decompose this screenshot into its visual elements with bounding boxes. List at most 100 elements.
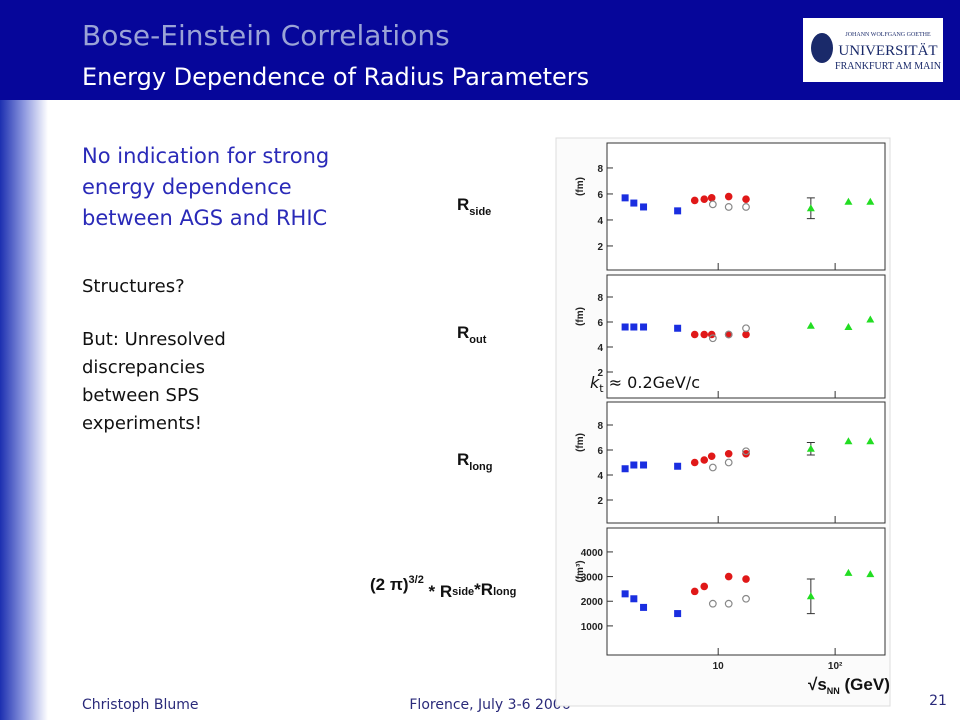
data-point xyxy=(844,323,853,330)
data-point xyxy=(707,452,716,461)
y-tick-label: 2 xyxy=(597,242,603,253)
y-tick-label: 2 xyxy=(597,496,603,507)
y-tick-label: 2 xyxy=(597,368,603,379)
data-point xyxy=(742,195,750,203)
data-point xyxy=(640,203,648,211)
annotation: kt ≈ 0.2GeV/c xyxy=(590,373,700,395)
x-tick-label: 10² xyxy=(828,661,843,672)
logo-portrait xyxy=(811,33,833,63)
data-point xyxy=(806,321,815,329)
logo-text: FRANKFURT AM MAIN xyxy=(835,61,941,72)
data-point xyxy=(700,456,709,464)
x-axis-label: √sNN (GeV) xyxy=(808,675,890,696)
data-point xyxy=(690,196,699,205)
data-point xyxy=(630,323,638,331)
panel-label-part: 3/2 xyxy=(409,574,424,586)
panel-label: (2 π)3/2 * Rside*Rlong xyxy=(370,574,516,601)
data-point xyxy=(700,330,709,339)
main-point: between AGS and RHIC xyxy=(82,206,327,230)
y-tick-label: 6 xyxy=(597,318,603,329)
data-point xyxy=(690,330,699,339)
data-point xyxy=(806,592,815,600)
data-point xyxy=(724,572,733,581)
data-point xyxy=(640,461,648,469)
data-point xyxy=(630,199,638,207)
data-point xyxy=(724,192,733,201)
y-unit: (fm) xyxy=(575,307,586,326)
data-point xyxy=(742,203,750,211)
y-unit: (fm) xyxy=(575,433,586,452)
y-tick-label: 8 xyxy=(597,293,603,304)
data-point xyxy=(621,590,629,598)
data-point xyxy=(640,603,648,611)
footer-left: Christoph Blume xyxy=(82,697,198,713)
data-point xyxy=(707,330,716,339)
data-point xyxy=(630,595,638,603)
data-point xyxy=(621,194,629,202)
y-unit: (fm³) xyxy=(575,560,586,582)
data-point xyxy=(630,461,638,469)
panel-label: Rlong xyxy=(457,450,493,473)
data-point xyxy=(674,462,682,470)
page-number: 21 xyxy=(929,693,947,709)
data-point xyxy=(674,610,682,618)
y-tick-label: 1000 xyxy=(581,622,604,633)
subtitle: Energy Dependence of Radius Parameters xyxy=(82,63,589,91)
footer-center: Florence, July 3-6 2006 xyxy=(409,697,570,713)
data-point xyxy=(742,324,750,333)
panel-label: Rout xyxy=(457,323,487,346)
data-point xyxy=(724,449,733,458)
data-point xyxy=(742,575,750,583)
data-point xyxy=(640,323,648,331)
header-bar xyxy=(0,0,960,100)
y-tick-label: 4 xyxy=(597,343,603,354)
data-point xyxy=(742,330,750,339)
main-point: No indication for strong xyxy=(82,144,329,168)
y-tick-label: 8 xyxy=(597,421,603,432)
y-tick-label: 3000 xyxy=(581,573,604,584)
x-tick-label: 10 xyxy=(713,661,725,672)
data-point xyxy=(724,330,733,339)
data-point xyxy=(707,194,716,202)
point: But: Unresolved xyxy=(82,329,226,350)
data-point xyxy=(690,587,699,596)
plot-frame xyxy=(606,401,886,524)
data-point xyxy=(742,447,750,456)
data-point xyxy=(844,437,853,445)
data-point xyxy=(708,334,717,343)
point: experiments! xyxy=(82,413,202,434)
data-point xyxy=(844,197,853,205)
y-tick-label: 4000 xyxy=(581,548,604,559)
data-point xyxy=(621,465,629,473)
main-point: energy dependence xyxy=(82,175,292,199)
data-point xyxy=(724,330,733,339)
data-point xyxy=(866,570,875,578)
annotation-part: t xyxy=(599,382,604,395)
data-point xyxy=(724,599,733,608)
panel-label-part: side xyxy=(452,586,474,598)
y-tick-label: 4 xyxy=(597,471,603,482)
panel-label-part: side xyxy=(469,206,491,218)
x-axis-label-part: NN xyxy=(827,686,840,696)
panel-label-part: long xyxy=(493,586,516,598)
panel-label-part: out xyxy=(469,334,486,346)
data-point xyxy=(708,200,717,209)
data-point xyxy=(708,599,717,608)
data-point xyxy=(700,582,709,591)
data-point xyxy=(621,323,629,331)
y-tick-label: 6 xyxy=(597,190,603,201)
point: discrepancies xyxy=(82,357,205,378)
data-point xyxy=(866,437,875,445)
data-point xyxy=(724,203,733,211)
title: Bose-Einstein Correlations xyxy=(82,19,450,52)
side-bar xyxy=(0,100,48,720)
data-point xyxy=(866,315,875,323)
data-point xyxy=(708,463,717,472)
panel-label-part: R xyxy=(457,450,469,469)
data-point xyxy=(724,458,733,467)
point: between SPS xyxy=(82,385,199,406)
y-tick-label: 8 xyxy=(597,164,603,175)
data-point xyxy=(690,458,699,467)
